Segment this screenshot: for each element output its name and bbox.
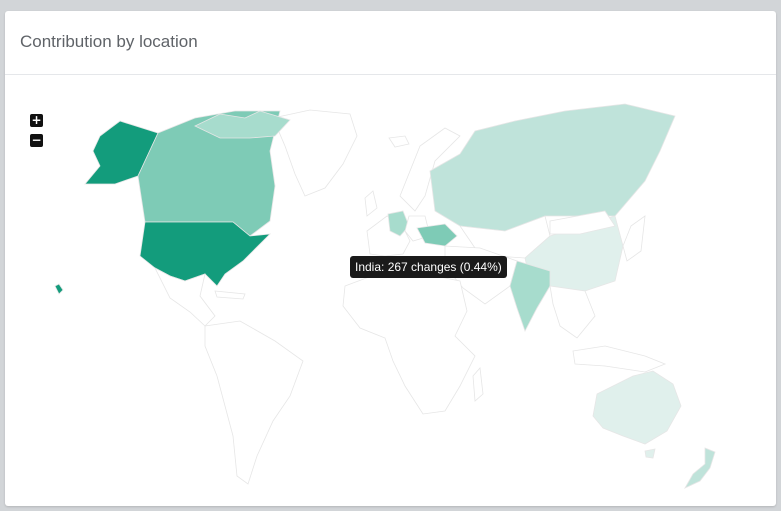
region-alaska[interactable]: [84, 120, 159, 185]
region-south-america[interactable]: [204, 320, 304, 485]
region-canada-arctic-islands[interactable]: [194, 110, 291, 139]
card-title: Contribution by location: [20, 32, 198, 51]
map-svg[interactable]: [5, 76, 776, 506]
region-scandinavia[interactable]: [399, 127, 461, 212]
region-new-zealand[interactable]: [684, 447, 716, 489]
region-indonesia[interactable]: [572, 345, 667, 373]
region-africa[interactable]: [342, 270, 476, 415]
region-hawaii[interactable]: [54, 283, 64, 295]
zoom-in-button[interactable]: +: [30, 113, 43, 127]
region-caribbean[interactable]: [214, 290, 246, 300]
region-iceland[interactable]: [388, 135, 410, 148]
region-germany[interactable]: [387, 210, 410, 237]
card-header: Contribution by location: [5, 11, 776, 75]
region-mongolia[interactable]: [549, 210, 616, 235]
region-united-kingdom[interactable]: [364, 190, 378, 217]
region-greenland[interactable]: [272, 109, 358, 197]
region-india[interactable]: [509, 260, 551, 333]
map-tooltip: India: 267 changes (0.44%): [350, 256, 507, 278]
region-tasmania[interactable]: [644, 448, 656, 459]
region-canada[interactable]: [137, 110, 281, 237]
region-japan[interactable]: [622, 215, 646, 262]
contribution-card: Contribution by location: [5, 11, 776, 506]
region-madagascar[interactable]: [472, 367, 484, 402]
region-russia[interactable]: [429, 103, 676, 232]
region-australia[interactable]: [592, 370, 682, 445]
world-map[interactable]: + − India: 267 changes (0.44%): [5, 76, 776, 506]
region-southeast-asia[interactable]: [549, 285, 596, 339]
region-ukraine[interactable]: [416, 223, 458, 247]
zoom-out-button[interactable]: −: [30, 133, 43, 147]
region-mexico[interactable]: [154, 267, 216, 327]
